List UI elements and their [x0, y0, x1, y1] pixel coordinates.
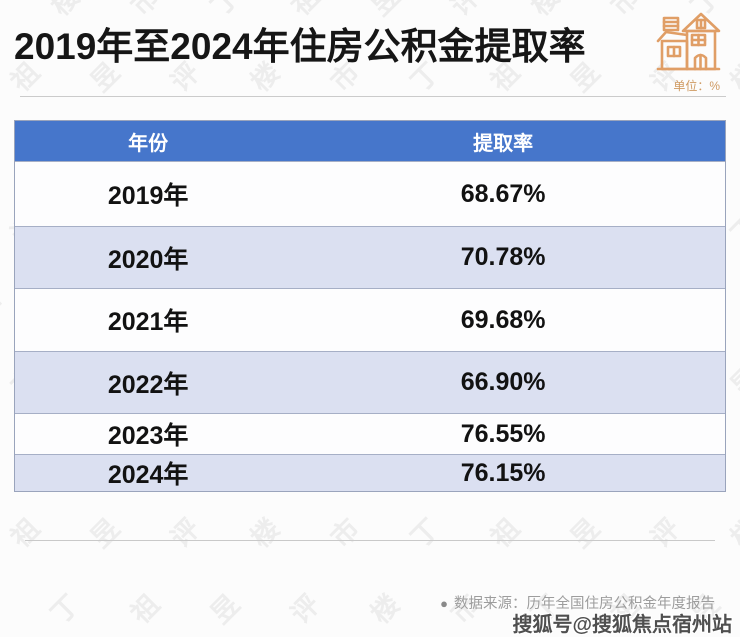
watermark-char: 祖	[0, 285, 6, 326]
rate-cell: 76.15%	[460, 458, 546, 487]
table-row: 2019年 68.67%	[15, 161, 725, 226]
year-column-header: 年份	[128, 132, 169, 155]
watermark-char: 祖	[485, 513, 526, 554]
data-source-text: 数据来源：历年全国住房公积金年度报告	[454, 596, 715, 612]
top-divider-line	[20, 96, 726, 97]
year-cell: 2019年	[107, 182, 189, 210]
house-icon	[654, 8, 724, 81]
bullet-dot-icon: ●	[440, 596, 448, 611]
rate-cell: 76.55%	[460, 419, 546, 448]
watermark-char: 评	[165, 513, 206, 554]
year-cell: 2022年	[107, 370, 189, 399]
watermark-char: 昱	[565, 513, 606, 554]
watermark-char: 丁	[405, 513, 446, 554]
rate-cell: 66.90%	[460, 368, 546, 396]
year-cell: 2021年	[107, 308, 189, 336]
year-cell: 2023年	[107, 422, 189, 450]
year-cell: 2020年	[107, 245, 189, 274]
withdrawal-rate-table: 年份 提取率 2019年 68.67% 2020年 70.78% 2021年 6…	[14, 120, 726, 492]
table-row: 2021年 69.68%	[15, 288, 725, 351]
unit-label: 单位：%	[673, 79, 720, 93]
watermark-char: 市	[0, 133, 6, 174]
watermark-char: 祖	[125, 589, 166, 630]
watermark-char: 评	[645, 513, 686, 554]
publisher-watermark: 搜狐号@搜狐焦点宿州站	[512, 614, 732, 636]
rate-cell: 70.78%	[460, 243, 546, 271]
page-title: 2019年至2024年住房公积金提取率	[14, 26, 586, 67]
year-cell: 2024年	[107, 461, 189, 489]
watermark-char: 市	[325, 513, 366, 554]
table-header-row: 年份 提取率	[15, 121, 725, 161]
rate-column-header: 提取率	[473, 132, 534, 155]
table-row: 2020年 70.78%	[15, 226, 725, 288]
rate-cell: 69.68%	[460, 305, 546, 334]
watermark-char: 楼	[725, 513, 740, 554]
data-source-note: ● 数据来源：历年全国住房公积金年度报告	[440, 592, 715, 613]
table-row: 2023年 76.55%	[15, 413, 725, 454]
watermark-char: 楼	[365, 589, 406, 630]
watermark-char: 市	[0, 589, 6, 630]
watermark-char: 评	[0, 437, 6, 478]
watermark-char: 丁	[45, 589, 86, 630]
table-row: 2024年 76.15%	[15, 454, 725, 491]
watermark-char: 昱	[205, 589, 246, 630]
watermark-char: 楼	[245, 513, 286, 554]
watermark-char: 昱	[85, 513, 126, 554]
watermark-char: 祖	[5, 513, 46, 554]
table-row: 2022年 66.90%	[15, 351, 725, 413]
rate-cell: 68.67%	[460, 179, 546, 208]
bottom-divider-line	[25, 540, 715, 541]
watermark-char: 市	[605, 0, 646, 22]
watermark-char: 评	[285, 589, 326, 630]
watermark-char: 评	[0, 0, 6, 22]
